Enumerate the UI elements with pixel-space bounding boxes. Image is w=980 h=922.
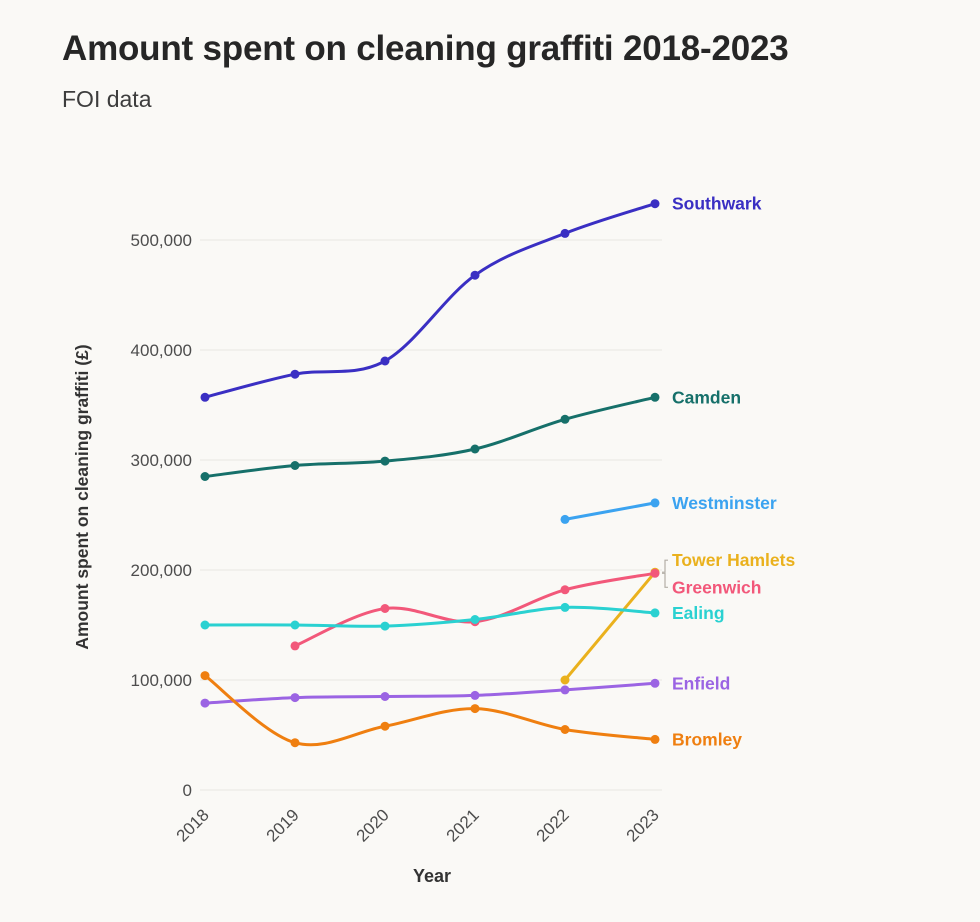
point-ealing-2019[interactable]	[290, 620, 300, 630]
y-tick-label: 0	[183, 781, 192, 800]
series-label-ealing: Ealing	[672, 603, 725, 623]
point-camden-2019[interactable]	[290, 461, 300, 470]
point-southwark-2022[interactable]	[560, 228, 570, 238]
point-enfield-2020[interactable]	[380, 692, 390, 701]
point-camden-2023[interactable]	[650, 392, 660, 402]
line-southwark	[203, 202, 657, 399]
series-southwark: Southwark	[200, 194, 762, 402]
point-camden-2021[interactable]	[470, 444, 480, 454]
point-tower-hamlets-2022[interactable]	[560, 675, 570, 685]
point-westminster-2023[interactable]	[650, 498, 660, 508]
point-southwark-2020[interactable]	[380, 356, 390, 366]
line-bromley	[203, 674, 657, 747]
point-enfield-2022[interactable]	[560, 685, 570, 695]
series-westminster: Westminster	[560, 493, 777, 524]
x-tick-label: 2021	[443, 805, 483, 845]
point-greenwich-2022[interactable]	[560, 585, 570, 595]
point-southwark-2018[interactable]	[200, 392, 210, 402]
point-ealing-2018[interactable]	[200, 620, 210, 630]
series-label-enfield: Enfield	[672, 673, 730, 693]
point-ealing-2023[interactable]	[650, 608, 660, 618]
point-camden-2018[interactable]	[200, 472, 210, 481]
point-westminster-2022[interactable]	[560, 514, 570, 524]
x-tick-label: 2018	[173, 805, 213, 845]
y-tick-label: 400,000	[131, 341, 192, 360]
x-tick-label: 2020	[353, 805, 393, 845]
series-ealing: Ealing	[200, 602, 725, 631]
y-tick-label: 100,000	[131, 671, 192, 690]
point-bromley-2022[interactable]	[560, 725, 570, 734]
point-greenwich-2020[interactable]	[380, 604, 390, 613]
x-tick-label: 2022	[533, 805, 573, 845]
point-bromley-2020[interactable]	[380, 721, 390, 731]
series-label-greenwich: Greenwich	[672, 577, 761, 597]
series-label-westminster: Westminster	[672, 493, 777, 513]
point-greenwich-2023[interactable]	[650, 568, 660, 578]
point-bromley-2021[interactable]	[470, 704, 480, 714]
label-leader-greenwich	[662, 572, 668, 588]
point-southwark-2023[interactable]	[650, 199, 660, 209]
point-enfield-2019[interactable]	[290, 693, 300, 703]
x-axis-title: Year	[413, 866, 451, 886]
series-camden: Camden	[200, 387, 741, 481]
point-enfield-2023[interactable]	[650, 678, 660, 688]
line-camden	[203, 395, 657, 478]
x-tick-label: 2023	[623, 805, 663, 845]
point-ealing-2020[interactable]	[380, 621, 390, 631]
line-enfield	[203, 681, 657, 705]
series-label-southwark: Southwark	[672, 194, 762, 214]
line-westminster	[563, 501, 657, 521]
series-label-camden: Camden	[672, 387, 741, 407]
x-tick-label: 2019	[263, 805, 303, 845]
chart-subtitle: FOI data	[62, 85, 152, 112]
y-tick-label: 200,000	[131, 561, 192, 580]
point-bromley-2023[interactable]	[650, 734, 660, 744]
chart-header: Amount spent on cleaning graffiti 2018-2…	[62, 26, 872, 113]
y-tick-label: 500,000	[131, 231, 192, 250]
series-label-bromley: Bromley	[672, 729, 742, 749]
y-axis-ticks: 0 100,000 200,000 300,000 400,000 500,000	[131, 231, 192, 800]
y-tick-label: 300,000	[131, 451, 192, 470]
series-bromley: Bromley	[200, 671, 742, 749]
x-axis-ticks: 2018 2019 2020 2021 2022 2023	[173, 805, 663, 845]
y-axis-title: Amount spent on cleaning graffiti (£)	[72, 344, 92, 649]
line-ealing	[203, 605, 657, 628]
point-enfield-2021[interactable]	[470, 690, 480, 700]
line-tower-hamlets	[563, 570, 657, 682]
point-ealing-2021[interactable]	[470, 615, 480, 624]
point-enfield-2018[interactable]	[200, 698, 210, 708]
point-camden-2022[interactable]	[560, 414, 570, 424]
point-southwark-2021[interactable]	[470, 270, 480, 280]
chart-title: Amount spent on cleaning graffiti 2018-2…	[62, 29, 789, 68]
gridlines	[200, 239, 662, 791]
point-camden-2020[interactable]	[380, 456, 390, 466]
point-bromley-2018[interactable]	[200, 671, 210, 681]
point-bromley-2019[interactable]	[290, 738, 300, 748]
point-greenwich-2019[interactable]	[290, 641, 300, 651]
point-ealing-2022[interactable]	[560, 602, 570, 612]
series-enfield: Enfield	[200, 673, 730, 708]
point-southwark-2019[interactable]	[290, 369, 300, 379]
label-leader-tower-hamlets	[662, 559, 668, 573]
series-label-tower-hamlets: Tower Hamlets	[672, 550, 795, 570]
